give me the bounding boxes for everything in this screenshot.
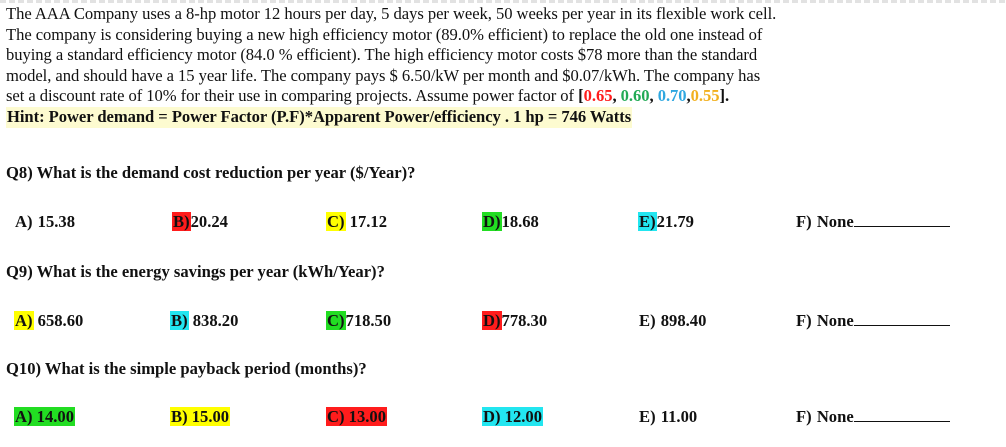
q8-option-a-letter: A) <box>15 212 33 231</box>
q10-option-d-highlight: D) 12.00 <box>482 407 543 426</box>
q10-option-a-value: 14.00 <box>32 407 74 426</box>
q10-option-d-value: 12.00 <box>500 407 542 426</box>
q9-option-b[interactable]: B) 838.20 <box>170 311 238 331</box>
q10-option-b[interactable]: B) 15.00 <box>170 407 231 427</box>
q8-option-e-letter: E) <box>638 212 657 231</box>
q9-option-a-value: 658.60 <box>33 311 84 330</box>
q8-option-a[interactable]: A) 15.38 <box>14 212 75 232</box>
q8-option-c-letter: C) <box>326 212 346 231</box>
q10-option-e-letter: E) <box>639 407 656 426</box>
q10-option-e-value: 11.00 <box>656 407 698 426</box>
q10-option-c-letter: C) <box>327 407 345 426</box>
q8-option-d-value: 18.68 <box>501 212 539 231</box>
q10-option-c-value: 13.00 <box>344 407 386 426</box>
q10-option-d[interactable]: D) 12.00 <box>482 407 543 427</box>
q9-option-b-letter: B) <box>170 311 189 330</box>
q9-option-e-value: 898.40 <box>656 311 707 330</box>
q9-option-f[interactable]: F) None <box>795 311 950 331</box>
q8-option-d[interactable]: D)18.68 <box>482 212 539 232</box>
q10-option-f-letter: F) <box>796 407 812 426</box>
q9-option-c-letter: C) <box>326 311 346 330</box>
power-factor-red: 0.65 <box>583 86 613 106</box>
problem-line-4: model, and should have a 15 year life. T… <box>6 65 761 85</box>
question-9: Q9) What is the energy savings per year … <box>6 262 385 281</box>
q8-option-b-value: 20.24 <box>190 212 228 231</box>
q10-option-c-highlight: C) 13.00 <box>326 407 387 426</box>
power-factor-sep-3: , <box>686 86 691 106</box>
q8-option-e[interactable]: E)21.79 <box>638 212 694 232</box>
q8-option-a-value: 15.38 <box>33 212 75 231</box>
q9-answer-blank[interactable] <box>853 311 950 326</box>
q10-option-a[interactable]: A) 14.00 <box>14 407 75 427</box>
q10-option-f[interactable]: F) None <box>795 407 950 427</box>
problem-line-1: The AAA Company uses a 8-hp motor 12 hou… <box>6 4 777 23</box>
hint-text: Hint: Power demand = Power Factor (P.F)*… <box>6 106 633 128</box>
q8-option-d-letter: D) <box>482 212 502 231</box>
q9-option-d-value: 778.30 <box>501 311 548 330</box>
q10-option-a-highlight: A) 14.00 <box>14 407 75 426</box>
power-factor-open-bracket: [ <box>578 86 584 106</box>
cropped-top-line <box>0 0 1006 3</box>
q8-option-b[interactable]: B)20.24 <box>172 212 228 232</box>
q9-option-a[interactable]: A) 658.60 <box>14 311 83 331</box>
q9-option-b-value: 838.20 <box>188 311 239 330</box>
q9-option-e[interactable]: E) 898.40 <box>638 311 706 331</box>
problem-line-2: The company is considering buying a new … <box>6 24 763 44</box>
problem-line-3: buying a standard efficiency motor (84.0… <box>6 45 758 65</box>
q9-option-f-value: None <box>812 311 854 330</box>
q10-option-b-letter: B) <box>171 407 188 426</box>
power-factor-sep-1: , <box>612 86 621 106</box>
q10-option-f-value: None <box>812 407 854 426</box>
q9-option-f-letter: F) <box>796 311 812 330</box>
power-factor-sep-2: , <box>649 86 658 106</box>
q8-option-f[interactable]: F) None <box>795 212 950 232</box>
q9-option-d[interactable]: D)778.30 <box>482 311 547 331</box>
q10-option-d-letter: D) <box>483 407 501 426</box>
power-factor-green: 0.60 <box>620 86 650 106</box>
q10-option-c[interactable]: C) 13.00 <box>326 407 387 427</box>
question-8: Q8) What is the demand cost reduction pe… <box>6 163 416 182</box>
hint-line: Hint: Power demand = Power Factor (P.F)*… <box>6 106 1004 128</box>
q9-option-e-letter: E) <box>639 311 656 330</box>
q8-option-c-value: 17.12 <box>345 212 387 231</box>
power-factor-close-bracket: ]. <box>719 86 730 106</box>
question-10: Q10) What is the simple payback period (… <box>6 359 367 378</box>
q10-option-b-value: 15.00 <box>187 407 230 426</box>
power-factor-orange: 0.55 <box>690 86 720 106</box>
problem-statement: The AAA Company uses a 8-hp motor 12 hou… <box>6 4 1004 128</box>
q8-option-f-letter: F) <box>796 212 812 231</box>
q10-option-e[interactable]: E) 11.00 <box>638 407 697 427</box>
power-factor-blue: 0.70 <box>657 86 687 106</box>
q9-option-a-letter: A) <box>14 311 34 330</box>
q8-option-f-value: None <box>812 212 854 231</box>
q8-answer-blank[interactable] <box>853 212 950 227</box>
problem-line-5-text: set a discount rate of 10% for their use… <box>6 86 579 106</box>
q10-option-a-letter: A) <box>15 407 33 426</box>
q9-option-c[interactable]: C)718.50 <box>326 311 391 331</box>
problem-line-5: set a discount rate of 10% for their use… <box>6 86 1004 107</box>
q8-option-b-letter: B) <box>172 212 191 231</box>
q10-option-b-highlight: B) 15.00 <box>170 407 231 426</box>
q9-option-c-value: 718.50 <box>345 311 392 330</box>
q8-option-c[interactable]: C) 17.12 <box>326 212 387 232</box>
q10-answer-blank[interactable] <box>853 407 950 422</box>
q8-option-e-value: 21.79 <box>656 212 694 231</box>
q9-option-d-letter: D) <box>482 311 502 330</box>
